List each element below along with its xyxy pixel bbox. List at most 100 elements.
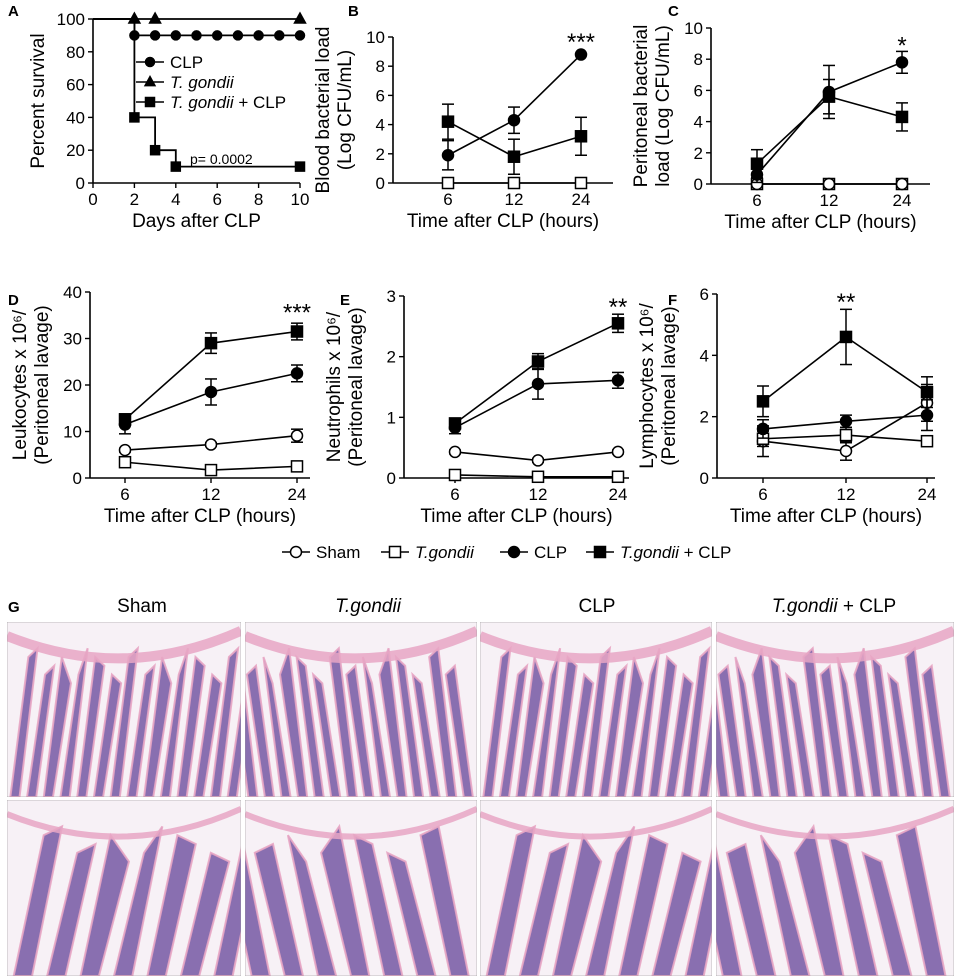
villus [354,835,403,976]
villus-border [585,825,636,976]
y-tick-label: 20 [66,141,85,160]
villus-border [734,656,764,797]
villus-border [485,824,537,976]
panel-label: C [668,3,679,20]
villus [113,826,163,976]
y-tick-label: 2 [694,144,703,163]
y-tick-label: 8 [376,57,385,76]
series-circle [756,399,934,439]
villus [60,648,88,797]
panel-label: F [668,292,677,309]
villus-border [92,672,123,797]
y-axis-label: Neutrophils x 10⁶/ [324,311,345,462]
villus [549,657,577,797]
x-tick-label: 6 [212,190,221,209]
data-point [118,413,132,426]
legend-marker-circle [507,545,521,559]
x-tick-label: 12 [529,485,548,504]
x-axis-label: Time after CLP (hours) [724,212,916,233]
villus-border [684,846,712,976]
legend-label-main: T.gondii [620,543,680,562]
x-tick-label: 12 [505,190,524,209]
villus-border [551,832,603,976]
micrograph-high-2 [245,800,477,976]
panel-label: E [340,292,350,309]
legend-label: T. gondii + CLP [170,93,286,112]
villus [77,657,105,797]
villus [346,665,374,797]
data-point [441,149,455,162]
villus-border [319,823,371,976]
villus [362,657,390,797]
x-axis-label: Time after CLP (hours) [104,506,296,527]
villus [837,657,865,797]
villus-border [59,647,89,797]
villus-border [46,842,97,976]
data-point [211,30,223,41]
series-line [454,322,619,425]
series-circle [93,18,306,41]
y-tick-label: 6 [694,81,703,100]
villus [820,665,848,797]
villus [80,835,129,976]
data-point [895,177,909,191]
villus-border [768,654,798,797]
y-tick-label: 1 [387,408,396,427]
data-point [148,11,162,24]
y-tick-label: 2 [376,145,385,164]
villus [665,674,693,797]
series-circle [448,368,625,435]
data-point [204,385,218,399]
data-point [204,463,218,477]
villus-border [209,645,240,797]
column-label-suffix: + CLP [838,596,897,617]
data-point [839,428,853,442]
legend-label: T.gondii [415,543,475,562]
data-point [290,429,304,442]
data-point [149,144,161,156]
villus [735,657,763,797]
villus-border [12,824,64,976]
y-tick-label: 0 [73,469,82,488]
villus-border [143,656,173,797]
x-tick-label: 8 [254,190,263,209]
muscle-layer [7,806,241,840]
data-point [839,444,853,458]
villus [93,674,122,797]
legend-label: T. gondii [170,73,235,92]
villus [652,852,701,976]
y-axis-label: (Peritoneal lavage) [659,306,680,465]
y-tick-label: 4 [376,116,385,135]
y-tick-label: 4 [700,346,709,365]
panel-label: A [8,3,19,20]
villus [752,648,780,797]
y-axis-label: (Peritoneal lavage) [346,307,367,466]
histology-column-label: T.gondii + CLP [772,596,896,617]
villus-border [76,654,106,797]
chart-panel-a: A 0 20 40 60 80 100 0 2 4 6 8 10 Days after CLP Percen… [8,3,309,232]
data-point [895,110,909,124]
villus-border [262,656,292,797]
villus [254,844,303,976]
histology-panel: G Sham T.gondii CLP T.gondii + CLP [7,596,954,976]
muscle-layer [245,626,477,664]
y-tick-label: 8 [694,50,703,69]
data-point [839,415,853,428]
muscle-layer [7,626,241,664]
x-tick-label: 10 [291,190,310,209]
data-point [531,470,545,484]
villus-border [42,656,72,797]
villus [180,852,230,976]
data-point [191,30,202,41]
legend-label-suffix: + CLP [234,93,286,112]
villus [27,665,55,797]
significance-marker: *** [567,29,595,56]
villus [862,852,912,976]
villus-border [532,647,562,797]
y-tick-label: 100 [57,10,85,29]
data-point [756,422,770,436]
villus-border [648,654,678,797]
